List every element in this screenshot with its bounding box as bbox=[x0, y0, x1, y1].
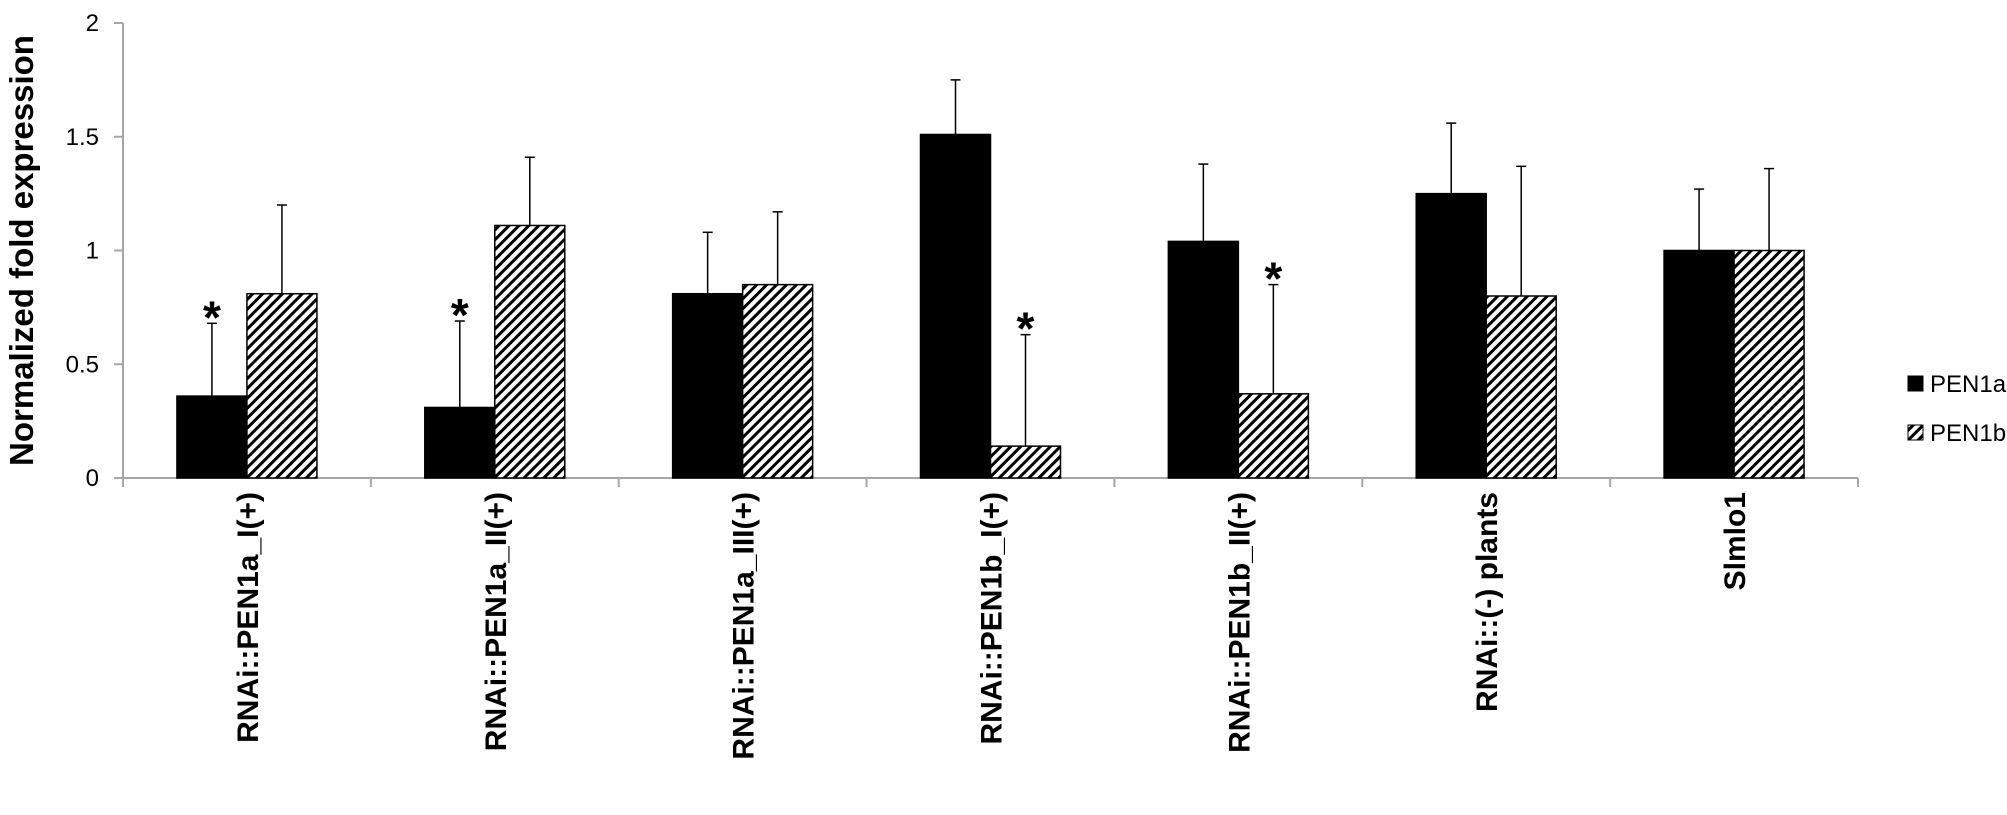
category-label: RNAi::(-) plants bbox=[1471, 492, 1504, 712]
category-label: RNAi::PEN1b_I(+) bbox=[976, 492, 1009, 745]
category-label: RNAi::PEN1a_III(+) bbox=[728, 492, 761, 760]
legend-swatch-pen1a bbox=[1907, 375, 1924, 392]
error-bars bbox=[206, 79, 1775, 447]
bar-pen1b-4 bbox=[1237, 393, 1310, 479]
bar-pen1b-0 bbox=[246, 292, 318, 479]
significance-asterisk: * bbox=[451, 289, 469, 341]
y-axis: 0 0.5 1 1.5 2 bbox=[66, 10, 124, 492]
bar-pen1a-4 bbox=[1167, 240, 1240, 479]
bar-pen1a-0 bbox=[176, 395, 248, 479]
y-tick-label: 0 bbox=[86, 465, 99, 492]
y-tick-label: 1 bbox=[86, 238, 99, 265]
bar-pen1a-6 bbox=[1663, 249, 1735, 479]
category-label: RNAi::PEN1a_II(+) bbox=[480, 492, 513, 751]
legend-swatch-pen1b bbox=[1907, 424, 1924, 441]
y-axis-title: Normalized fold expression bbox=[3, 35, 40, 466]
bar-pen1b-1 bbox=[494, 224, 566, 479]
bar-pen1a-2 bbox=[671, 292, 744, 479]
y-tick-label: 2 bbox=[86, 10, 99, 37]
significance-annotations: * * * * bbox=[203, 253, 1282, 355]
bar-pen1b-5 bbox=[1485, 295, 1557, 479]
bar-pen1a-1 bbox=[424, 406, 496, 479]
significance-asterisk: * bbox=[1017, 303, 1035, 355]
legend-label-pen1b: PEN1b bbox=[1930, 420, 2006, 447]
significance-asterisk: * bbox=[203, 291, 221, 343]
category-label: RNAi::PEN1b_II(+) bbox=[1223, 492, 1256, 753]
category-labels: RNAi::PEN1a_I(+) RNAi::PEN1a_II(+) RNAi::P… bbox=[232, 492, 1752, 760]
bar-pen1a-5 bbox=[1415, 192, 1487, 479]
significance-asterisk: * bbox=[1264, 253, 1282, 305]
bar-pen1a-3 bbox=[919, 133, 992, 479]
legend-label-pen1a: PEN1a bbox=[1930, 371, 2007, 398]
category-label: Slmlo1 bbox=[1719, 492, 1752, 590]
y-tick-label: 0.5 bbox=[66, 351, 99, 378]
legend: PEN1a PEN1b bbox=[1907, 371, 2007, 447]
bar-pen1b-2 bbox=[741, 283, 814, 479]
x-axis bbox=[122, 477, 1859, 487]
bar-pen1b-6 bbox=[1733, 249, 1805, 479]
bars bbox=[176, 133, 1805, 479]
category-label: RNAi::PEN1a_I(+) bbox=[232, 492, 265, 743]
bar-pen1b-3 bbox=[989, 445, 1062, 479]
y-tick-label: 1.5 bbox=[66, 124, 99, 151]
